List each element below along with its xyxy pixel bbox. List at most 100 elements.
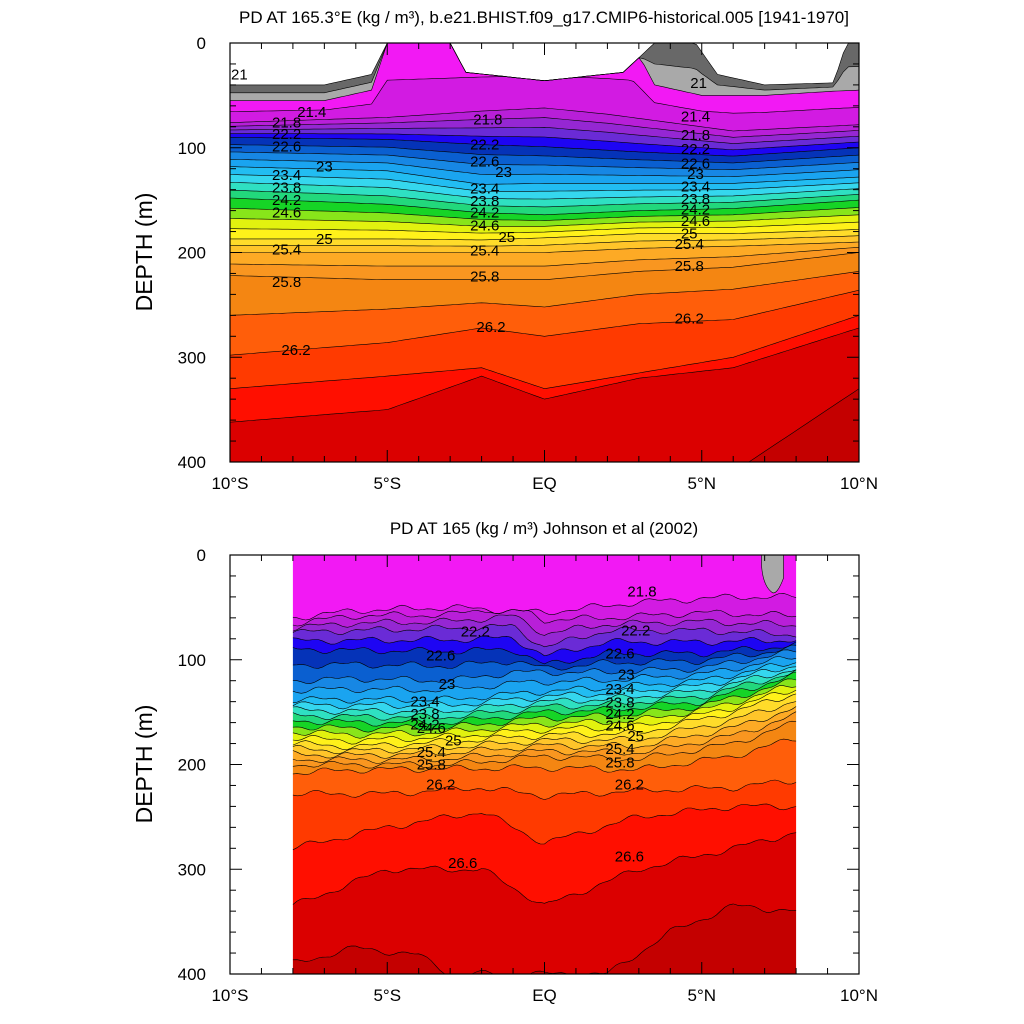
panel-model-contour-lines: [230, 43, 859, 462]
contour-band: [292, 593, 797, 626]
contour-label: 26.6: [448, 855, 477, 872]
contour-band: [292, 803, 797, 905]
contour-label: 23.8: [470, 193, 499, 210]
panel-obs-plot-area: 21.822.2 22.222.6 22.6232323.423.423.823.8…: [292, 555, 797, 974]
contour-label: 25.4: [605, 741, 634, 758]
contour-label: 24.6: [417, 720, 446, 737]
contour-band: [230, 166, 859, 192]
contour-label: 23.4: [272, 167, 301, 184]
contour-band: [292, 636, 797, 664]
contour-label: 25.4: [417, 744, 446, 761]
contour-line: [230, 151, 859, 171]
contour-band: [230, 144, 859, 170]
contour-band: [292, 666, 797, 715]
contour-label: 22.6: [605, 646, 634, 663]
contour-line: [292, 671, 797, 727]
y-tick-label: 0: [197, 34, 206, 53]
contour-line: [230, 315, 859, 390]
contour-band: [292, 678, 797, 739]
contour-label: 23.8: [605, 695, 634, 712]
contour-label: 23.4: [605, 681, 634, 698]
contour-label: 26.2: [675, 311, 704, 328]
contour-band: [230, 247, 859, 280]
panel-obs-y-tick-labels: 0 100 200 300 400: [178, 546, 206, 984]
contour-line: [292, 641, 797, 665]
x-tick-label: EQ: [532, 474, 557, 493]
contour-label: 23: [687, 166, 704, 183]
contour-line: [230, 247, 859, 267]
contour-label: 25.4: [272, 241, 301, 258]
contour-label: 21: [690, 75, 707, 92]
contour-line: [230, 252, 859, 280]
contour-label: 25.4: [675, 236, 704, 253]
contour-label: 23: [495, 164, 512, 181]
contour-label: 23.4: [410, 694, 439, 711]
contour-line: [292, 779, 797, 800]
contour-label: 23.4: [470, 181, 499, 198]
contour-line: [230, 76, 859, 114]
contour-label: 22.2: [470, 137, 499, 154]
contour-label: 22.2: [461, 624, 490, 641]
contour-band: [292, 903, 797, 974]
contour-label: 26.2: [476, 319, 505, 336]
contour-band: [230, 137, 859, 163]
y-tick-label: 400: [178, 453, 206, 472]
contour-label: 24.2: [681, 202, 710, 219]
contour-label: 23.4: [681, 179, 710, 196]
contour-label: 25: [681, 226, 698, 243]
contour-band: [230, 127, 859, 150]
contour-line: [292, 685, 797, 739]
contour-label: 23: [439, 676, 456, 693]
contour-line: [748, 388, 859, 462]
contour-line: [230, 159, 859, 177]
panel-obs-ticks: [229, 554, 860, 975]
contour-band: [230, 214, 859, 234]
contour-label: 21.8: [627, 584, 656, 601]
x-tick-label: 10°N: [840, 474, 878, 493]
contour-line: [292, 720, 797, 769]
x-tick-label: 5°N: [687, 474, 716, 493]
contour-line: [292, 669, 797, 715]
y-tick-label: 200: [178, 756, 206, 775]
y-tick-label: 300: [178, 348, 206, 367]
contour-label: 26.2: [615, 776, 644, 793]
contour-label: 22.2: [621, 622, 650, 639]
contour-band: [230, 290, 859, 389]
contour-label: 24.6: [681, 213, 710, 230]
panel-model-ticks: [229, 42, 860, 463]
contour-band: [230, 235, 859, 253]
contour-line: [230, 166, 859, 185]
panel-obs-contour-labels: 21.822.2 22.222.6 22.6232323.423.423.823.8…: [410, 555, 784, 872]
contour-label: 26.2: [426, 776, 455, 793]
contour-line: [230, 207, 859, 221]
contour-label: 24.6: [272, 205, 301, 222]
panel-obs-y-axis-label: DEPTH (m): [131, 705, 157, 824]
contour-line: [230, 235, 859, 247]
contour-label: 22.6: [470, 153, 499, 170]
contour-line: [230, 137, 859, 157]
contour-band: [292, 721, 797, 775]
panel-obs-fill-bands: [292, 555, 797, 974]
contour-line: [230, 289, 859, 356]
contour-label: 25: [627, 728, 644, 745]
contour-label: 24.2: [272, 192, 301, 209]
x-tick-label: 10°S: [211, 474, 248, 493]
contour-band: [292, 662, 797, 709]
contour-band: [230, 43, 859, 93]
panel-obs-title: PD AT 165 (kg / m³) Johnson et al (2002): [390, 519, 698, 538]
contour-label: 21.4: [681, 108, 710, 125]
contour-band: [292, 555, 797, 620]
contour-band: [230, 182, 859, 207]
contour-label: 22.2: [681, 141, 710, 158]
panel-obs: PD AT 165 (kg / m³) Johnson et al (2002)…: [131, 519, 878, 1005]
contour-line: [292, 609, 797, 627]
contour-line: [230, 107, 859, 132]
panel-obs-x-tick-labels: 10°S 5°S EQ 5°N 10°N: [211, 986, 878, 1005]
contour-line: [230, 133, 859, 151]
contour-label: 23.8: [410, 706, 439, 723]
x-tick-label: EQ: [532, 986, 557, 1005]
contour-label: 21.8: [681, 127, 710, 144]
contour-line: [292, 706, 797, 759]
contour-line: [230, 174, 859, 192]
